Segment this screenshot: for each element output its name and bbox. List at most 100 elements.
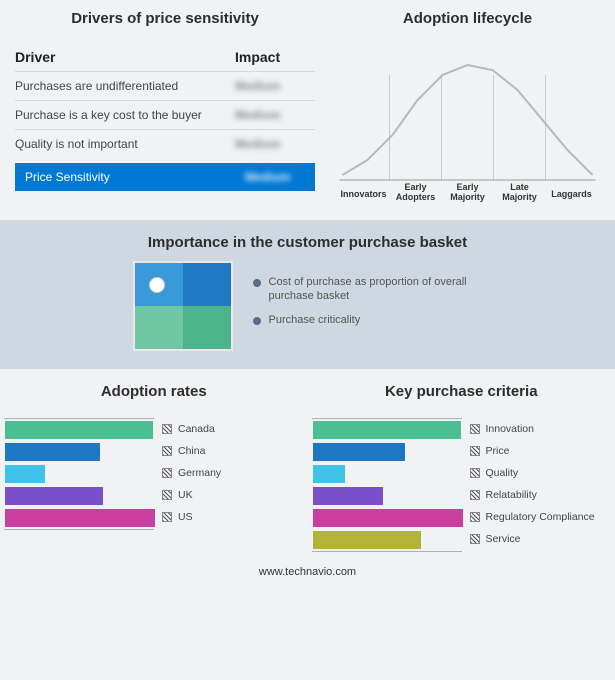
- price-sensitivity-label: Price Sensitivity: [15, 163, 235, 191]
- legend-label: Quality: [486, 467, 519, 479]
- bar-row: [4, 419, 154, 441]
- bar-row: [312, 529, 462, 551]
- lifecycle-stage-label: EarlyMajority: [450, 182, 485, 202]
- lifecycle-curve: [343, 65, 593, 175]
- bar-row: [312, 463, 462, 485]
- legend-swatch: [162, 424, 172, 434]
- legend-swatch: [470, 446, 480, 456]
- importance-title: Importance in the customer purchase bask…: [0, 234, 615, 251]
- legend-swatch: [162, 468, 172, 478]
- legend-swatch: [162, 512, 172, 522]
- purchase-criteria-bars: [312, 418, 462, 552]
- legend-label: Innovation: [486, 423, 534, 435]
- legend-item: UK: [162, 484, 221, 506]
- driver-impact: Medium: [235, 101, 315, 130]
- importance-body: Cost of purchase as proportion of overal…: [0, 261, 615, 351]
- legend-label: Germany: [178, 467, 221, 479]
- importance-legend: Cost of purchase as proportion of overal…: [253, 275, 483, 338]
- bar: [5, 487, 103, 505]
- legend-label: UK: [178, 489, 193, 501]
- importance-legend-item: Cost of purchase as proportion of overal…: [253, 275, 483, 304]
- bar: [313, 421, 461, 439]
- lifecycle-chart: InnovatorsEarlyAdoptersEarlyMajorityLate…: [335, 45, 600, 205]
- lifecycle-title: Adoption lifecycle: [335, 10, 600, 27]
- legend-label: China: [178, 445, 205, 457]
- bar-row: [312, 441, 462, 463]
- legend-label: Relatability: [486, 489, 537, 501]
- drivers-panel: Drivers of price sensitivity Driver Impa…: [15, 10, 315, 210]
- importance-cell: [183, 263, 231, 306]
- legend-item: Quality: [470, 462, 595, 484]
- importance-grid: [133, 261, 233, 351]
- legend-item: Relatability: [470, 484, 595, 506]
- legend-item: US: [162, 506, 221, 528]
- bar: [5, 443, 100, 461]
- importance-cell: [183, 306, 231, 349]
- footer-text: www.technavio.com: [0, 558, 615, 592]
- page: Drivers of price sensitivity Driver Impa…: [0, 0, 615, 592]
- driver-label: Purchase is a key cost to the buyer: [15, 101, 235, 130]
- bar-row: [4, 507, 154, 529]
- adoption-rates-panel: Adoption rates Canada China Germany UK US: [4, 383, 304, 552]
- bar-row: [312, 507, 462, 529]
- importance-legend-item: Purchase criticality: [253, 313, 483, 327]
- legend-swatch: [162, 446, 172, 456]
- bar-row: [312, 485, 462, 507]
- row-top: Drivers of price sensitivity Driver Impa…: [0, 0, 615, 210]
- table-row: Purchases are undifferentiated Medium: [15, 72, 315, 101]
- bar-row: [312, 419, 462, 441]
- bar: [313, 509, 463, 527]
- adoption-rates-legend: Canada China Germany UK US: [162, 418, 221, 530]
- row-bottom: Adoption rates Canada China Germany UK US Ke…: [0, 369, 615, 558]
- adoption-rates-bars: [4, 418, 154, 530]
- bar-row: [4, 485, 154, 507]
- lifecycle-panel: Adoption lifecycle InnovatorsEarlyAdopte…: [335, 10, 600, 210]
- bar: [313, 465, 345, 483]
- driver-label: Purchases are undifferentiated: [15, 72, 235, 101]
- table-row: Purchase is a key cost to the buyer Medi…: [15, 101, 315, 130]
- bar: [5, 509, 155, 527]
- lifecycle-stage-label: LateMajority: [502, 182, 537, 202]
- price-sensitivity-row: Price Sensitivity Medium: [15, 163, 315, 191]
- bar: [313, 487, 383, 505]
- legend-item: China: [162, 440, 221, 462]
- drivers-title: Drivers of price sensitivity: [15, 10, 315, 27]
- purchase-criteria-panel: Key purchase criteria Innovation Price Qua…: [312, 383, 612, 552]
- lifecycle-stage-label: EarlyAdopters: [396, 182, 436, 202]
- importance-cell: [135, 306, 183, 349]
- legend-swatch: [470, 534, 480, 544]
- legend-item: Regulatory Compliance: [470, 506, 595, 528]
- adoption-rates-chart: Canada China Germany UK US: [4, 418, 304, 530]
- bar-row: [4, 463, 154, 485]
- legend-label: Regulatory Compliance: [486, 511, 595, 523]
- driver-impact: Medium: [235, 72, 315, 101]
- legend-swatch: [470, 512, 480, 522]
- bar-row: [4, 441, 154, 463]
- legend-item: Service: [470, 528, 595, 550]
- legend-swatch: [470, 424, 480, 434]
- driver-label: Quality is not important: [15, 130, 235, 159]
- legend-swatch: [470, 468, 480, 478]
- importance-panel: Importance in the customer purchase bask…: [0, 220, 615, 369]
- legend-label: Canada: [178, 423, 215, 435]
- drivers-col-driver: Driver: [15, 45, 235, 72]
- purchase-criteria-chart: Innovation Price Quality Relatability Regula…: [312, 418, 612, 552]
- legend-label: US: [178, 511, 193, 523]
- table-row: Quality is not important Medium: [15, 130, 315, 159]
- legend-item: Innovation: [470, 418, 595, 440]
- importance-cell: [135, 263, 183, 306]
- price-sensitivity-value: Medium: [235, 163, 315, 191]
- legend-item: Germany: [162, 462, 221, 484]
- legend-item: Price: [470, 440, 595, 462]
- legend-swatch: [470, 490, 480, 500]
- legend-label: Price: [486, 445, 510, 457]
- bar: [5, 421, 153, 439]
- lifecycle-stage-label: Laggards: [551, 189, 592, 199]
- legend-label: Service: [486, 533, 521, 545]
- bar: [5, 465, 45, 483]
- importance-marker: [149, 277, 165, 293]
- purchase-criteria-title: Key purchase criteria: [312, 383, 612, 400]
- driver-impact: Medium: [235, 130, 315, 159]
- bar: [313, 531, 421, 549]
- adoption-rates-title: Adoption rates: [4, 383, 304, 400]
